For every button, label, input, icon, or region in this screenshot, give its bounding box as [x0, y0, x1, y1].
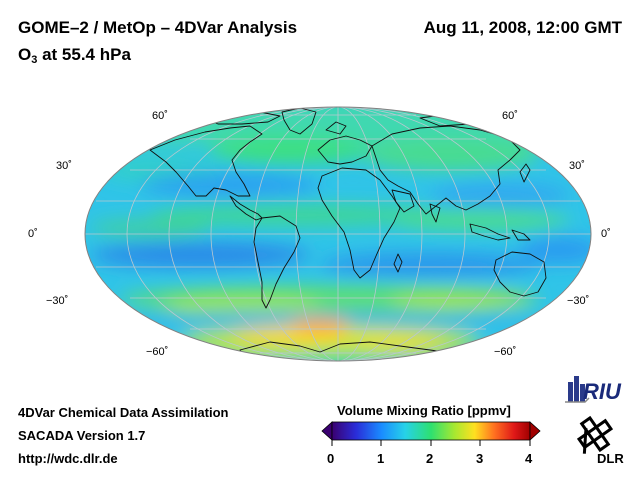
- dlr-logo-text: DLR: [597, 451, 624, 466]
- colorbar-tick-label: 3: [476, 451, 484, 466]
- lat-label-right-0: 0˚: [601, 228, 611, 240]
- colorbar-tick-label: 0: [327, 451, 335, 466]
- colorbar: [321, 421, 541, 446]
- dlr-logo: DLR: [565, 410, 629, 473]
- colorbar-high-arrow: [529, 421, 541, 441]
- lat-label-right-minus60: −60˚: [494, 346, 517, 358]
- ozone-field: [85, 107, 591, 361]
- subtitle-species: O: [18, 45, 32, 64]
- riu-logo: RIU: [565, 372, 627, 411]
- riu-logo-text: RIU: [583, 379, 622, 404]
- lat-label-left-30: 30˚: [56, 160, 72, 172]
- analysis-datetime: Aug 11, 2008, 12:00 GMT: [423, 18, 622, 37]
- footer-version: SACADA Version 1.7: [18, 428, 146, 443]
- lat-label-right-30: 30˚: [569, 160, 585, 172]
- lat-label-left-minus30: −30˚: [46, 295, 69, 307]
- colorbar-tick-label: 2: [426, 451, 434, 466]
- footer-link[interactable]: http://wdc.dlr.de: [18, 451, 118, 466]
- colorbar-low-arrow: [321, 421, 333, 441]
- graticule: [85, 107, 591, 361]
- lat-label-left-minus60: −60˚: [146, 346, 169, 358]
- colorbar-gradient: [331, 421, 531, 441]
- globe-outline: [84, 106, 592, 362]
- lat-label-left-60: 60˚: [152, 110, 168, 122]
- coastlines: [149, 107, 563, 361]
- subtitle: O3 at 55.4 hPa: [18, 45, 131, 66]
- page-title: GOME–2 / MetOp – 4DVar Analysis: [18, 18, 298, 37]
- colorbar-tick-label: 1: [377, 451, 385, 466]
- colorbar-title: Volume Mixing Ratio [ppmv]: [337, 403, 511, 418]
- subtitle-subscript: 3: [31, 54, 38, 66]
- subtitle-level: at 55.4 hPa: [37, 45, 131, 64]
- lat-label-right-minus30: −30˚: [567, 295, 590, 307]
- footer-method: 4DVar Chemical Data Assimilation: [18, 405, 229, 420]
- lat-label-left-0: 0˚: [28, 228, 38, 240]
- lat-label-right-60: 60˚: [502, 110, 518, 122]
- colorbar-tick-label: 4: [525, 451, 533, 466]
